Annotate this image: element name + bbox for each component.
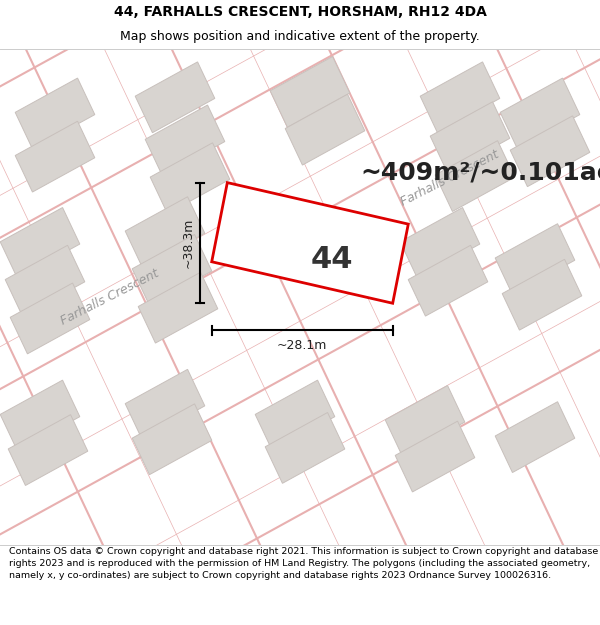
Polygon shape: [255, 380, 335, 451]
Polygon shape: [400, 208, 480, 278]
Text: 44: 44: [311, 244, 353, 274]
Polygon shape: [138, 272, 218, 343]
Polygon shape: [0, 380, 80, 451]
Polygon shape: [8, 414, 88, 486]
Polygon shape: [510, 116, 590, 187]
Polygon shape: [430, 102, 510, 172]
Polygon shape: [270, 56, 350, 128]
Polygon shape: [132, 234, 212, 305]
Polygon shape: [395, 421, 475, 492]
Text: ~38.3m: ~38.3m: [182, 217, 194, 268]
Polygon shape: [265, 412, 345, 483]
Polygon shape: [385, 386, 465, 456]
Text: ~409m²/~0.101ac.: ~409m²/~0.101ac.: [360, 161, 600, 185]
Polygon shape: [15, 78, 95, 149]
Polygon shape: [132, 404, 212, 474]
Polygon shape: [285, 94, 365, 165]
Text: Farhalls Crescent: Farhalls Crescent: [399, 148, 501, 209]
Polygon shape: [125, 197, 205, 268]
Polygon shape: [495, 224, 575, 294]
Text: Map shows position and indicative extent of the property.: Map shows position and indicative extent…: [120, 30, 480, 43]
Text: 44, FARHALLS CRESCENT, HORSHAM, RH12 4DA: 44, FARHALLS CRESCENT, HORSHAM, RH12 4DA: [113, 5, 487, 19]
Polygon shape: [408, 245, 488, 316]
Text: Farhalls Crescent: Farhalls Crescent: [59, 266, 161, 328]
Polygon shape: [435, 141, 515, 211]
Polygon shape: [420, 62, 500, 132]
Polygon shape: [5, 245, 85, 316]
Polygon shape: [145, 105, 225, 176]
Polygon shape: [502, 259, 582, 330]
Polygon shape: [0, 208, 80, 278]
Polygon shape: [10, 283, 90, 354]
Polygon shape: [500, 78, 580, 149]
Polygon shape: [135, 62, 215, 132]
Polygon shape: [495, 402, 575, 472]
Polygon shape: [125, 369, 205, 440]
Polygon shape: [212, 182, 408, 303]
Polygon shape: [15, 121, 95, 192]
Text: ~28.1m: ~28.1m: [277, 339, 328, 352]
Polygon shape: [150, 142, 230, 214]
Text: Contains OS data © Crown copyright and database right 2021. This information is : Contains OS data © Crown copyright and d…: [9, 548, 598, 580]
